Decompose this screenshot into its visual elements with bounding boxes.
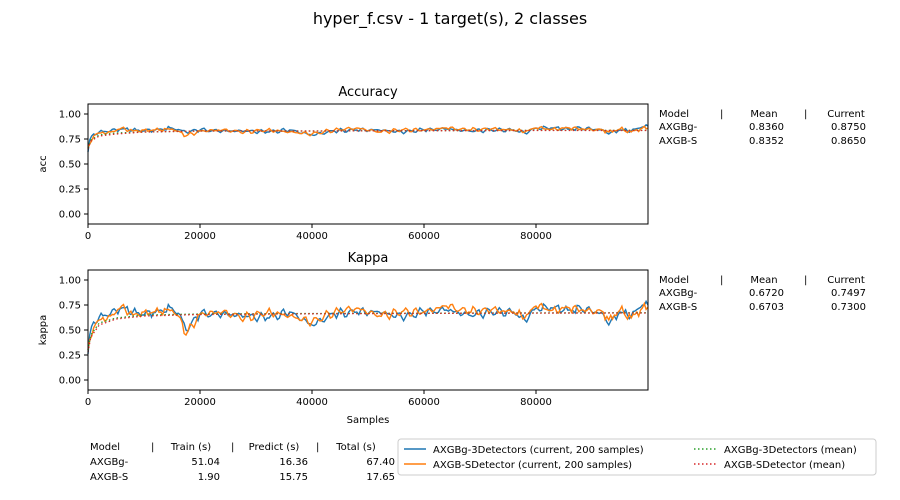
accuracy-series-group: [87, 123, 649, 153]
stats-row-mean: 0.6720: [749, 288, 784, 299]
kappa-panel: Kappa kappa Samples 0 20000 40000 60000 8000…: [38, 251, 866, 426]
x-tick-label: 0: [85, 397, 91, 408]
series-axgbs-mean-line: [87, 129, 648, 150]
legend: AXGBg-3Detectors (current, 200 samples) …: [397, 438, 877, 476]
time-row-predict: 16.36: [279, 457, 308, 468]
x-tick-label: 60000: [408, 231, 440, 242]
y-tick-label: 1.00: [59, 110, 81, 121]
kappa-xlabel: Samples: [347, 415, 390, 426]
time-row-total: 67.40: [366, 457, 395, 468]
y-tick-label: 0.50: [59, 326, 81, 337]
stats-row-mean: 0.6703: [749, 302, 784, 313]
legend-label-axgbs-current: AXGB-SDetector (current, 200 samples): [433, 460, 632, 471]
x-tick-label: 80000: [520, 231, 552, 242]
x-tick-label: 40000: [296, 231, 328, 242]
stats-row-current: 0.8750: [831, 122, 866, 133]
series-axgbg-mean-line: [87, 312, 649, 351]
x-tick-label: 20000: [184, 397, 216, 408]
time-row-total: 17.65: [366, 472, 395, 483]
series-axgbs-mean-line: [87, 312, 649, 353]
y-tick-label: 0.25: [59, 185, 81, 196]
series-axgbg-mean-line: [87, 129, 648, 149]
time-row-predict: 15.75: [279, 472, 308, 483]
legend-label-axgbs-mean: AXGB-SDetector (mean): [724, 460, 845, 471]
stats-header-mean: Mean: [750, 275, 777, 286]
y-tick-label: 0.75: [59, 301, 81, 312]
time-header-total: Total (s): [335, 442, 376, 453]
accuracy-title: Accuracy: [338, 85, 398, 100]
accuracy-stats-table: Model | Mean | Current AXGBg- 0.8360 0.8…: [659, 109, 866, 147]
stats-header-model: Model: [659, 275, 689, 286]
x-tick-label: 40000: [296, 397, 328, 408]
figure-title: hyper_f.csv - 1 target(s), 2 classes: [313, 9, 587, 29]
time-row-model: AXGB-S: [90, 472, 128, 483]
time-header-sep: |: [231, 442, 234, 453]
x-tick-label: 20000: [184, 231, 216, 242]
y-tick-label: 1.00: [59, 276, 81, 287]
stats-row-model: AXGB-S: [659, 302, 697, 313]
y-tick-label: 0.75: [59, 135, 81, 146]
time-row-train: 1.90: [198, 472, 220, 483]
stats-header-current: Current: [827, 109, 865, 120]
time-header-sep: |: [151, 442, 154, 453]
stats-row-model: AXGBg-: [659, 288, 698, 299]
time-row-model: AXGBg-: [90, 457, 129, 468]
kappa-stats-table: Model | Mean | Current AXGBg- 0.6720 0.7…: [659, 275, 866, 313]
stats-row-mean: 0.8360: [749, 122, 784, 133]
stats-row-current: 0.7497: [831, 288, 866, 299]
kappa-series-group: [87, 299, 649, 355]
accuracy-panel: Accuracy acc 0 20000 40000 60000 80000 0.00 0.…: [38, 85, 866, 242]
stats-row-current: 0.7300: [831, 302, 866, 313]
y-tick-label: 0.00: [59, 376, 81, 387]
y-tick-label: 0.00: [59, 210, 81, 221]
stats-header-current: Current: [827, 275, 865, 286]
time-row-train: 51.04: [191, 457, 220, 468]
accuracy-plot-area: [87, 103, 649, 225]
x-tick-label: 80000: [520, 397, 552, 408]
x-tick-label: 60000: [408, 397, 440, 408]
y-tick-label: 0.50: [59, 160, 81, 171]
x-tick-label: 0: [85, 231, 91, 242]
kappa-plot-area: [87, 269, 649, 391]
stats-header-sep1: |: [720, 275, 723, 286]
time-header-sep: |: [316, 442, 319, 453]
legend-label-axgbg-mean: AXGBg-3Detectors (mean): [724, 445, 857, 456]
stats-row-model: AXGBg-: [659, 122, 698, 133]
stats-header-mean: Mean: [750, 109, 777, 120]
kappa-ylabel: kappa: [38, 315, 49, 346]
time-header-train: Train (s): [170, 442, 211, 453]
stats-row-mean: 0.8352: [749, 136, 784, 147]
stats-row-current: 0.8650: [831, 136, 866, 147]
time-header-predict: Predict (s): [249, 442, 300, 453]
legend-box: [397, 438, 877, 476]
y-tick-label: 0.25: [59, 351, 81, 362]
accuracy-ylabel: acc: [38, 155, 49, 172]
stats-header-sep2: |: [804, 109, 807, 120]
stats-header-sep2: |: [804, 275, 807, 286]
time-table: Model | Train (s) | Predict (s) | Total …: [90, 442, 395, 483]
legend-label-axgbg-current: AXGBg-3Detectors (current, 200 samples): [433, 445, 644, 456]
time-header-model: Model: [90, 442, 120, 453]
stats-row-model: AXGB-S: [659, 136, 697, 147]
kappa-title: Kappa: [348, 251, 389, 266]
stats-header-sep1: |: [720, 109, 723, 120]
stats-header-model: Model: [659, 109, 689, 120]
